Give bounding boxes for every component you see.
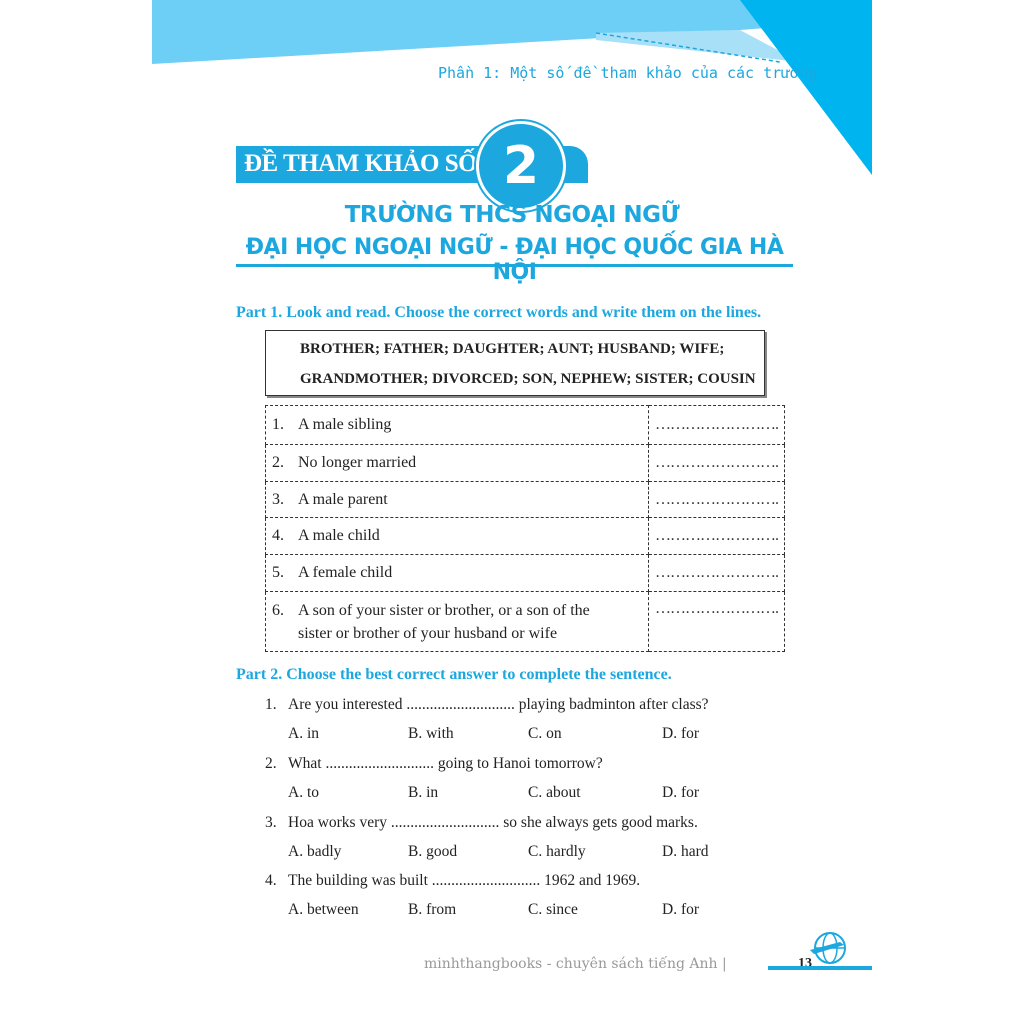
- question-number: 2.: [265, 755, 277, 772]
- answer-option[interactable]: A. in: [288, 725, 319, 742]
- question-number: 3.: [265, 814, 277, 831]
- answer-option[interactable]: D. for: [662, 784, 700, 801]
- answer-blank[interactable]: …………………….: [648, 444, 785, 482]
- word-list-line1: BROTHER; FATHER; DAUGHTER; AUNT; HUSBAND…: [300, 341, 725, 357]
- exam-number: 2: [476, 121, 566, 211]
- row-number: 2.: [272, 454, 284, 471]
- row-number: 6.: [272, 601, 284, 619]
- answer-option[interactable]: C. since: [528, 901, 578, 918]
- answer-blank[interactable]: …………………….: [648, 517, 785, 555]
- table-row: 6. A son of your sister or brother, or a …: [265, 591, 785, 652]
- table-row: 1. A male sibling …………………….: [265, 405, 785, 445]
- answer-option[interactable]: C. hardly: [528, 843, 586, 860]
- row-text-cont: sister or brother of your husband or wif…: [298, 624, 558, 642]
- table-row: 5. A female child …………………….: [265, 554, 785, 592]
- section-header: Phần 1: Một số đề tham khảo của các trườ…: [438, 64, 818, 82]
- exam-banner: [236, 146, 486, 183]
- answer-option[interactable]: D. hard: [662, 843, 709, 860]
- row-text: A male sibling: [298, 416, 392, 433]
- table-row: 4. A male child …………………….: [265, 517, 785, 555]
- question-text: What ............................ going …: [288, 755, 603, 772]
- part1-title: Part 1. Look and read. Choose the correc…: [236, 304, 762, 321]
- globe-plane-icon: [806, 932, 872, 970]
- question-number: 1.: [265, 696, 277, 713]
- row-text: A son of your sister or brother, or a so…: [298, 601, 590, 619]
- answer-option[interactable]: B. from: [408, 901, 457, 918]
- question-text: The building was built .................…: [288, 872, 641, 889]
- answer-option[interactable]: B. in: [408, 784, 439, 801]
- banner-label: ĐỀ THAM KHẢO SỐ: [244, 150, 478, 177]
- answer-option[interactable]: C. on: [528, 725, 562, 742]
- answer-blank[interactable]: …………………….: [648, 554, 785, 592]
- row-text: A male child: [298, 527, 380, 544]
- word-box: BROTHER; FATHER; DAUGHTER; AUNT; HUSBAND…: [265, 330, 765, 396]
- word-list-line2: GRANDMOTHER; DIVORCED; SON, NEPHEW; SIST…: [300, 371, 756, 387]
- footer-rule: [768, 966, 808, 970]
- answer-blank[interactable]: …………………….: [648, 591, 785, 652]
- header-decoration: [152, 0, 872, 183]
- answer-blank[interactable]: …………………….: [648, 481, 785, 518]
- university-name: ĐẠI HỌC NGOẠI NGỮ - ĐẠI HỌC QUỐC GIA HÀ …: [245, 235, 784, 285]
- table-row: 3. A male parent …………………….: [265, 481, 785, 518]
- question-text: Hoa works very .........................…: [288, 814, 698, 831]
- answer-option[interactable]: A. to: [288, 784, 319, 801]
- row-number: 5.: [272, 564, 284, 581]
- school-name: TRƯỜNG THCS NGOẠI NGỮ: [344, 202, 680, 228]
- table-row: 2. No longer married …………………….: [265, 444, 785, 482]
- answer-option[interactable]: A. between: [288, 901, 359, 918]
- answer-option[interactable]: D. for: [662, 901, 700, 918]
- answer-option[interactable]: A. badly: [288, 843, 342, 860]
- row-number: 4.: [272, 527, 284, 544]
- row-text: No longer married: [298, 454, 417, 471]
- row-text: A male parent: [298, 490, 388, 508]
- row-text: A female child: [298, 564, 393, 581]
- answer-option[interactable]: B. with: [408, 725, 454, 742]
- answer-option[interactable]: D. for: [662, 725, 700, 742]
- answer-option[interactable]: C. about: [528, 784, 581, 801]
- row-number: 3.: [272, 490, 284, 508]
- part2-title: Part 2. Choose the best correct answer t…: [236, 666, 672, 683]
- footer-text: minhthangbooks - chuyên sách tiếng Anh |: [424, 956, 727, 972]
- row-number: 1.: [272, 416, 284, 433]
- question-number: 4.: [265, 872, 277, 889]
- answer-option[interactable]: B. good: [408, 843, 458, 860]
- vocab-table: 1. A male sibling ……………………. 2. No longer ma…: [265, 405, 785, 652]
- title-underline: [236, 264, 793, 267]
- question-text: Are you interested .....................…: [288, 696, 709, 713]
- answer-blank[interactable]: …………………….: [648, 405, 785, 445]
